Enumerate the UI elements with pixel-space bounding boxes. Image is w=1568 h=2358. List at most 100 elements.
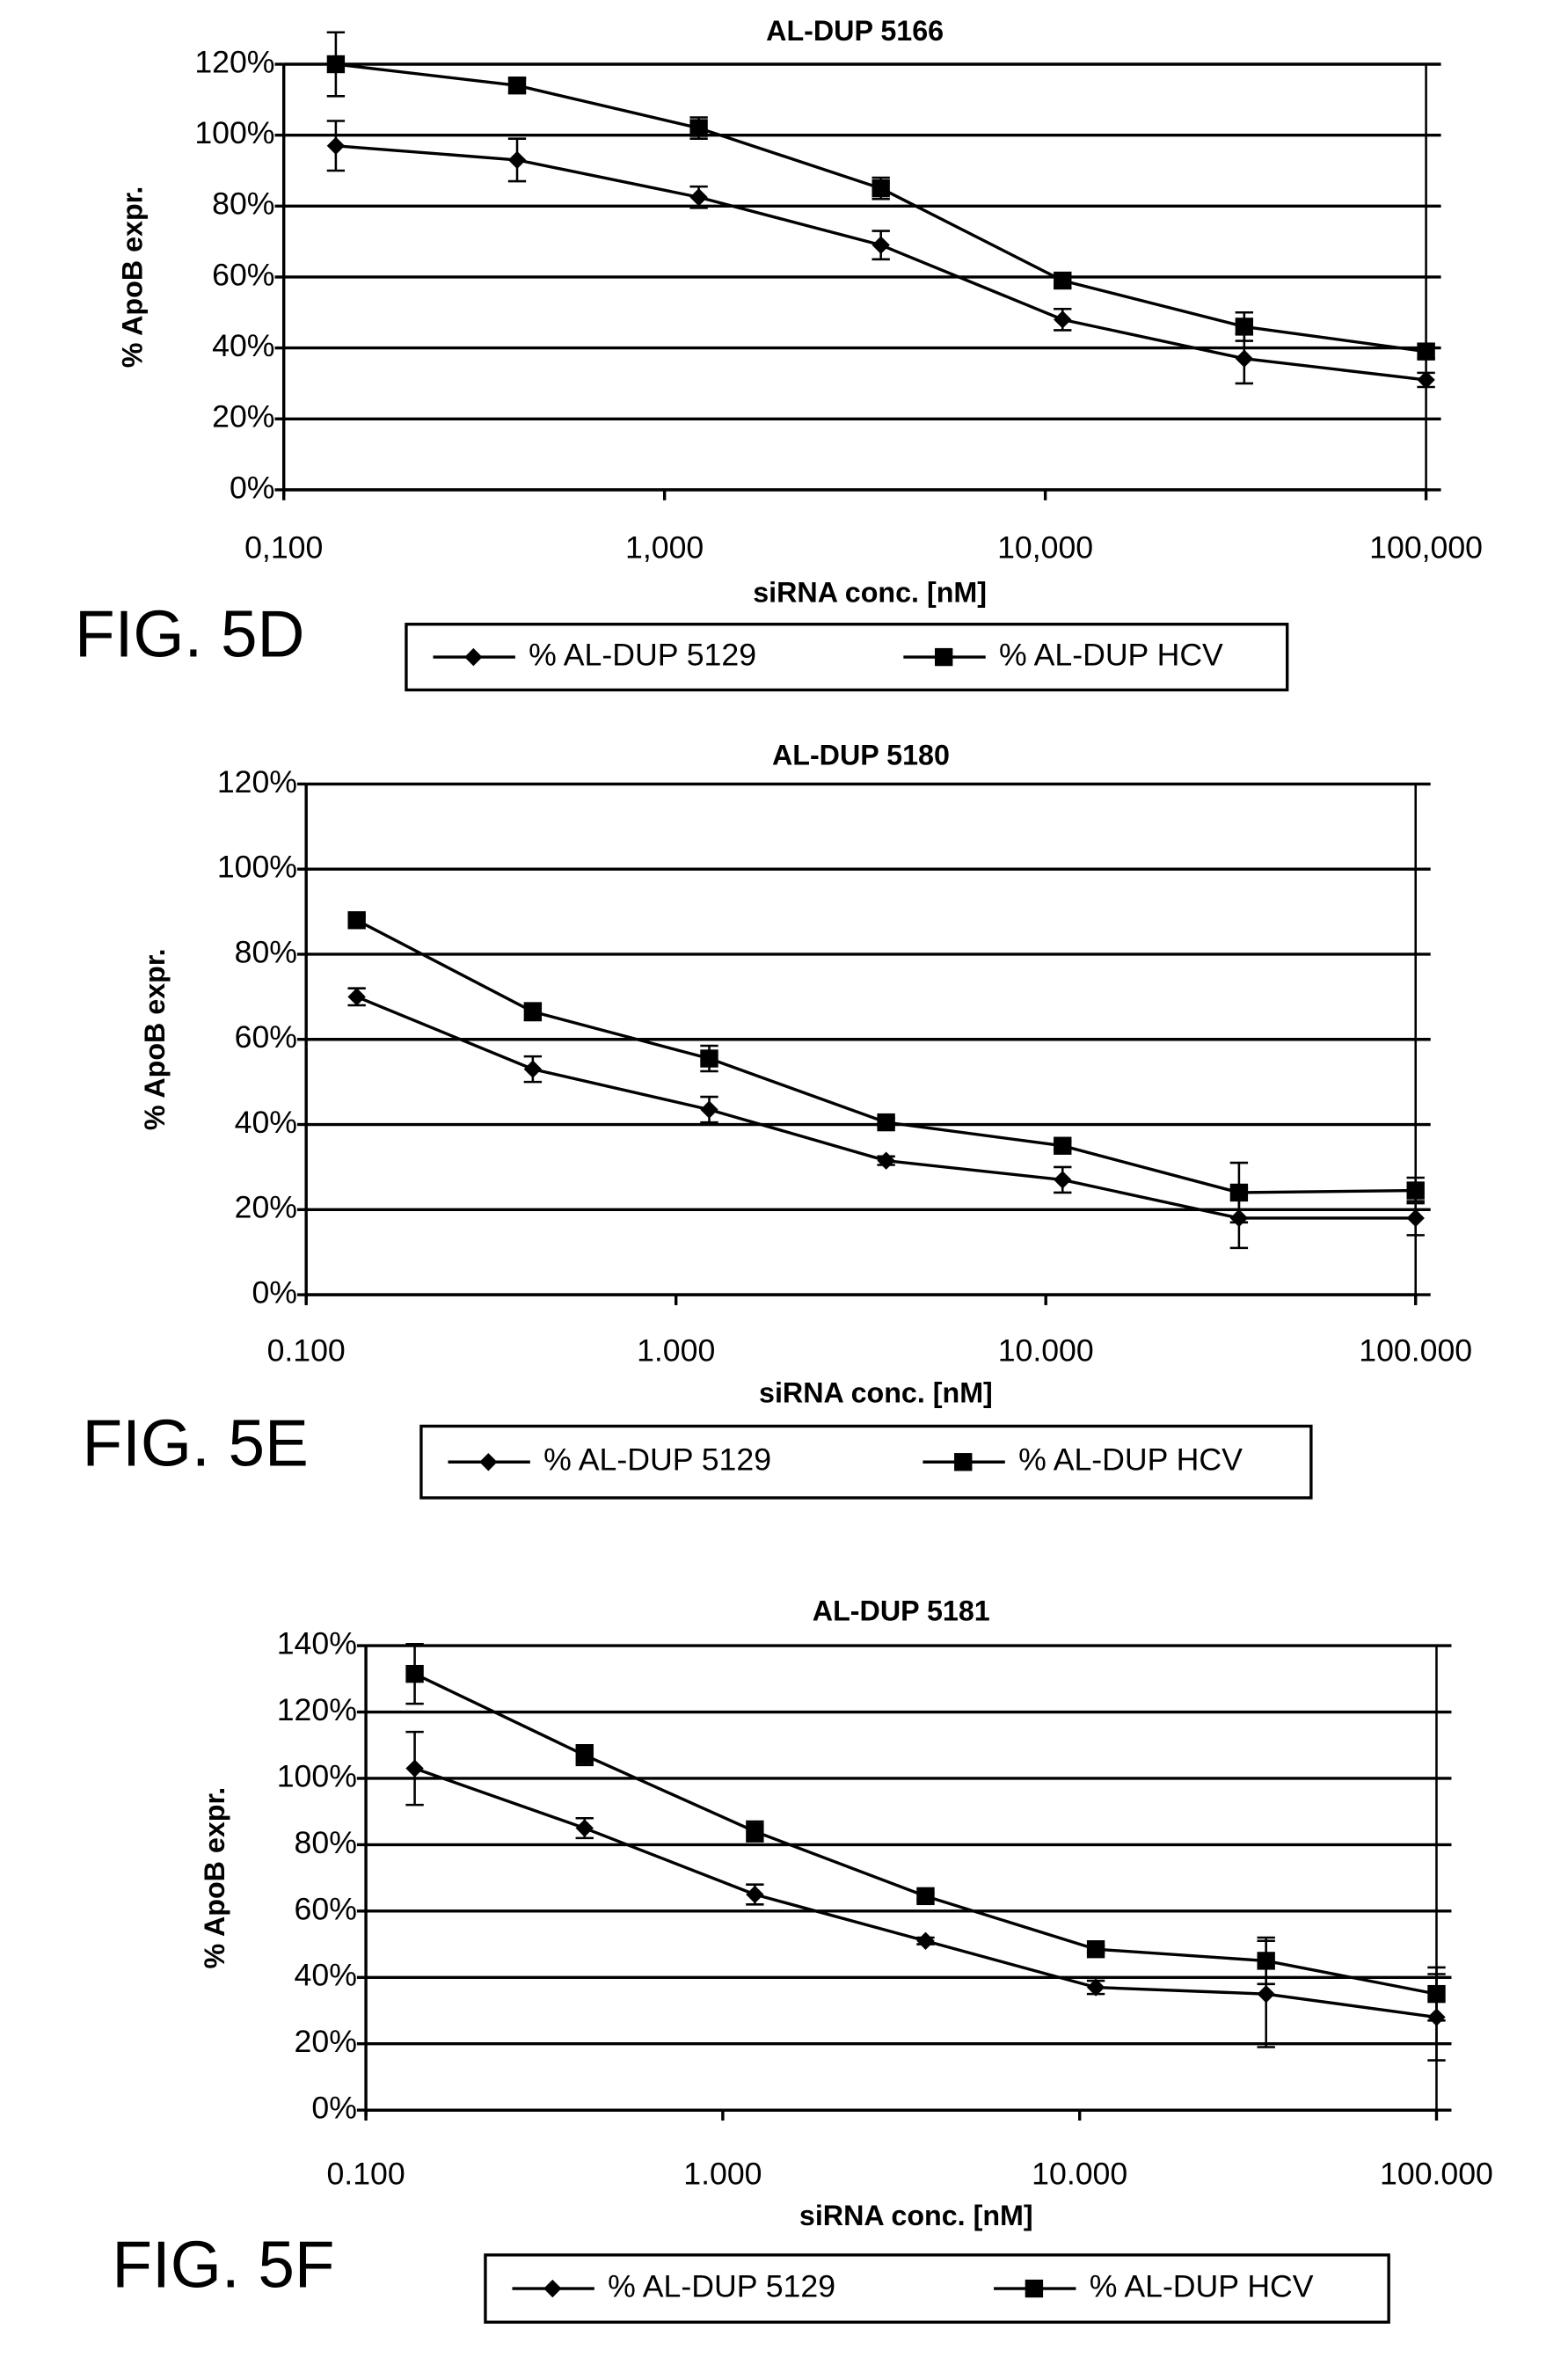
y-tick-label: 60% <box>295 1891 357 1926</box>
legend-marker <box>954 1453 972 1471</box>
marker <box>405 1759 423 1777</box>
y-tick-label: 80% <box>295 1825 357 1860</box>
marker <box>1054 272 1071 289</box>
marker <box>576 1746 594 1763</box>
x-tick-label: 0,100 <box>244 529 323 565</box>
x-tick-label: 100.000 <box>1359 1333 1472 1369</box>
chart-title: AL-DUP 5180 <box>772 739 950 770</box>
legend-marker <box>464 648 482 666</box>
x-tick-label: 0.100 <box>267 1333 346 1369</box>
legend-marker <box>543 2280 561 2297</box>
marker <box>1054 310 1071 328</box>
x-tick-label: 100,000 <box>1369 529 1483 565</box>
marker <box>872 236 889 253</box>
y-tick-label: 120% <box>217 764 297 799</box>
y-tick-label: 40% <box>295 1958 357 1993</box>
chart: AL-DUP 5181 % ApoB expr. siRNA conc. [nM] F… <box>112 1595 1492 2322</box>
chart: AL-DUP 5180% ApoB expr.siRNA conc. [nM]F… <box>82 739 1472 1498</box>
legend-label: % AL-DUP HCV <box>1018 1442 1243 1478</box>
marker <box>1236 350 1253 368</box>
x-tick-label: 10.000 <box>1032 2156 1127 2191</box>
marker <box>347 911 365 929</box>
y-tick-label: 140% <box>277 1626 357 1661</box>
figure-label: FIG. 5F <box>112 2228 334 2302</box>
series-line <box>357 996 1416 1218</box>
y-tick-label: 0% <box>252 1275 297 1310</box>
marker <box>327 137 345 155</box>
legend-label: % AL-DUP 5129 <box>543 1442 771 1478</box>
marker <box>700 1100 718 1118</box>
marker <box>1236 318 1253 335</box>
y-tick-label: 20% <box>295 2024 357 2059</box>
marker <box>1427 1985 1445 2003</box>
y-tick-label: 120% <box>277 1692 357 1727</box>
chart: AL-DUP 5166% ApoB expr.siRNA conc. [nM]F… <box>75 15 1483 690</box>
y-tick-label: 120% <box>194 44 274 79</box>
y-tick-label: 100% <box>217 850 297 885</box>
legend-label: % AL-DUP 5129 <box>529 638 756 673</box>
x-tick-label: 10.000 <box>998 1333 1094 1369</box>
y-axis-label: % ApoB expr. <box>116 186 148 369</box>
figure-label: FIG. 5D <box>75 596 304 670</box>
marker <box>327 55 345 73</box>
legend-marker <box>935 648 952 666</box>
x-axis-label: siRNA conc. [nM] <box>759 1376 993 1408</box>
series-line <box>357 920 1416 1193</box>
y-tick-label: 0% <box>311 2091 357 2126</box>
marker <box>689 188 707 206</box>
y-tick-label: 40% <box>212 328 274 363</box>
legend-marker <box>1025 2280 1043 2297</box>
marker <box>746 1886 763 1903</box>
y-tick-label: 100% <box>277 1758 357 1793</box>
marker <box>877 1113 894 1131</box>
marker <box>1258 1952 1275 1969</box>
y-axis-label: % ApoB expr. <box>199 1787 230 1969</box>
marker <box>700 1049 718 1067</box>
y-tick-label: 20% <box>212 399 274 434</box>
marker <box>872 179 889 197</box>
marker <box>524 1060 542 1077</box>
marker <box>1230 1184 1248 1201</box>
marker <box>1407 1209 1425 1227</box>
marker <box>689 119 707 136</box>
marker <box>916 1932 934 1950</box>
marker <box>524 1003 542 1020</box>
y-tick-label: 100% <box>194 115 274 150</box>
x-tick-label: 100.000 <box>1380 2156 1493 2191</box>
legend-label: % AL-DUP HCV <box>999 638 1223 673</box>
x-tick-label: 10,000 <box>997 529 1093 565</box>
x-tick-label: 1.000 <box>637 1333 715 1369</box>
marker <box>508 151 526 169</box>
legend-marker <box>479 1453 497 1471</box>
marker <box>1407 1181 1425 1199</box>
x-tick-label: 1.000 <box>683 2156 762 2191</box>
marker <box>916 1887 934 1905</box>
figure-label: FIG. 5E <box>82 1406 308 1480</box>
x-tick-label: 0.100 <box>326 2156 405 2191</box>
chart-title: AL-DUP 5181 <box>813 1595 990 1626</box>
y-tick-label: 40% <box>235 1105 297 1140</box>
marker <box>746 1822 763 1840</box>
marker <box>1054 1171 1071 1188</box>
marker <box>576 1819 594 1836</box>
y-tick-label: 0% <box>230 470 275 505</box>
series-line <box>336 64 1426 352</box>
marker <box>405 1665 423 1683</box>
legend-label: % AL-DUP HCV <box>1090 2268 1314 2303</box>
x-axis-label: siRNA conc. [nM] <box>753 576 987 608</box>
y-tick-label: 20% <box>235 1190 297 1225</box>
marker <box>1054 1137 1071 1155</box>
marker <box>347 988 365 1005</box>
marker <box>877 1151 894 1169</box>
y-tick-label: 80% <box>212 186 274 222</box>
y-tick-label: 60% <box>235 1019 297 1055</box>
marker <box>508 77 526 94</box>
marker <box>1417 342 1434 360</box>
marker <box>1258 1985 1275 2003</box>
x-axis-label: siRNA conc. [nM] <box>799 2200 1033 2231</box>
legend-label: % AL-DUP 5129 <box>608 2268 835 2303</box>
y-tick-label: 60% <box>212 257 274 292</box>
x-tick-label: 1,000 <box>625 529 704 565</box>
